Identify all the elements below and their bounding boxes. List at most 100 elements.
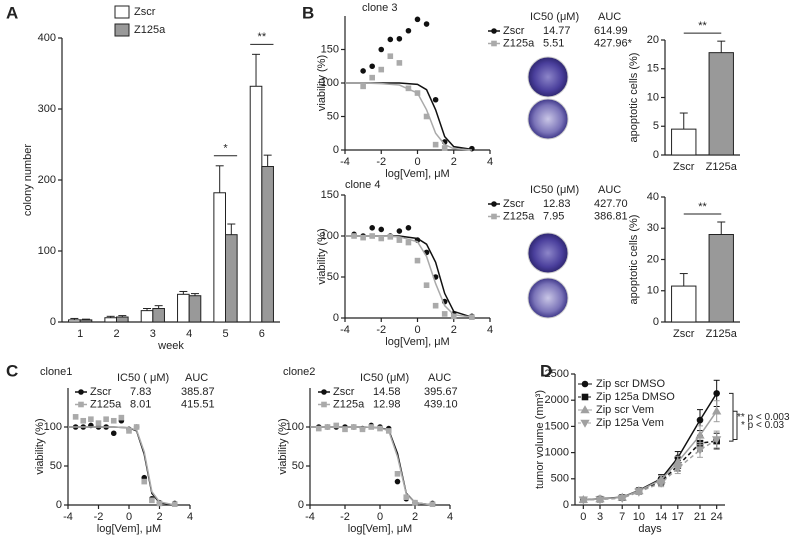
marker [351,233,357,239]
x-tick-label: 5 [222,328,228,340]
marker [432,96,439,103]
x-tick-label: 7 [619,511,625,523]
x-axis-label: log[Vem], μM [97,523,161,535]
bar [177,293,190,323]
x-tick-label: 2 [451,324,457,336]
series-line [583,438,718,501]
marker [491,28,497,34]
marker [581,393,589,401]
marker [324,424,331,430]
bar [261,166,274,323]
marker [377,425,383,432]
marker [696,416,704,424]
marker [414,16,421,23]
table-cell: 385.87 [181,386,215,398]
marker [396,237,403,243]
x-tick-label: 2 [451,156,457,168]
y-tick-label: 10 [647,285,659,297]
table-cell: 5.51 [543,37,564,49]
legend-swatch [114,23,130,37]
marker [141,478,148,485]
marker [712,406,722,415]
marker [695,446,705,455]
x-tick-label: 17 [672,511,684,523]
marker [634,488,644,497]
marker [432,141,439,148]
marker [78,401,84,408]
marker [360,234,366,241]
marker [578,496,588,505]
bar [116,316,129,323]
x-tick-label: -2 [340,511,350,523]
table-header: IC50 (μM) [530,11,579,23]
marker [396,35,403,42]
marker [369,225,375,231]
marker [315,425,322,432]
legend-label: Zscr [333,386,355,398]
fit-curve [310,426,433,506]
marker [378,226,385,233]
legend-label: Z125a [503,37,535,49]
marker [369,74,375,81]
y-tick-label: 200 [38,174,56,186]
marker [396,60,403,66]
marker [387,36,394,43]
well-image [527,56,569,98]
x-axis-label: log[Vem], μM [385,168,449,180]
table-cell: 14.77 [543,25,571,37]
y-tick-label: 150 [321,189,339,201]
table-cell: 12.83 [543,198,571,210]
marker [118,414,125,421]
bar [152,308,165,323]
series-line [583,440,717,501]
y-tick-label: 100 [286,421,304,433]
marker [617,494,627,503]
y-tick-label: 2000 [545,394,569,406]
marker [423,113,430,120]
bar [225,234,238,323]
well-image [527,98,569,140]
marker [359,426,366,433]
table-cell: 439.10 [424,398,458,410]
legend-label: Zscr [503,198,525,210]
marker [394,471,401,477]
fit-curve [345,82,472,151]
marker [581,380,589,388]
marker [423,282,430,288]
marker [350,424,357,430]
fit-curve [68,426,175,506]
panel-letter: A [6,3,18,22]
marker [378,235,385,242]
marker [110,430,117,437]
x-tick-label: 4 [186,328,192,340]
table-header: IC50 (μM) [360,372,409,384]
marker [156,500,163,507]
chart-title: clone 4 [345,179,380,191]
y-tick-label: 1500 [545,420,569,432]
x-tick-label: 0 [126,511,132,523]
y-tick-label: 100 [38,245,56,257]
x-axis-label: week [157,340,184,352]
marker [432,302,439,309]
marker [368,424,375,430]
x-tick-label: 4 [487,156,493,168]
table-cell: 386.81 [594,210,628,222]
fit-curve [345,235,473,318]
x-tick-label: 4 [187,511,193,523]
marker [580,419,590,428]
series-line [583,410,718,501]
bar [671,128,697,156]
marker [378,46,385,53]
legend-label: Zscr [90,386,112,398]
y-tick-label: 300 [38,103,56,115]
marker [423,21,430,27]
marker [712,436,722,445]
y-tick-label: 0 [653,316,659,328]
marker [103,416,109,422]
marker [695,430,705,439]
y-axis-label: viability (%) [316,228,328,284]
x-tick-label: 3 [150,328,156,340]
chart-title: clone1 [40,366,72,378]
y-tick-label: 20 [647,253,659,265]
